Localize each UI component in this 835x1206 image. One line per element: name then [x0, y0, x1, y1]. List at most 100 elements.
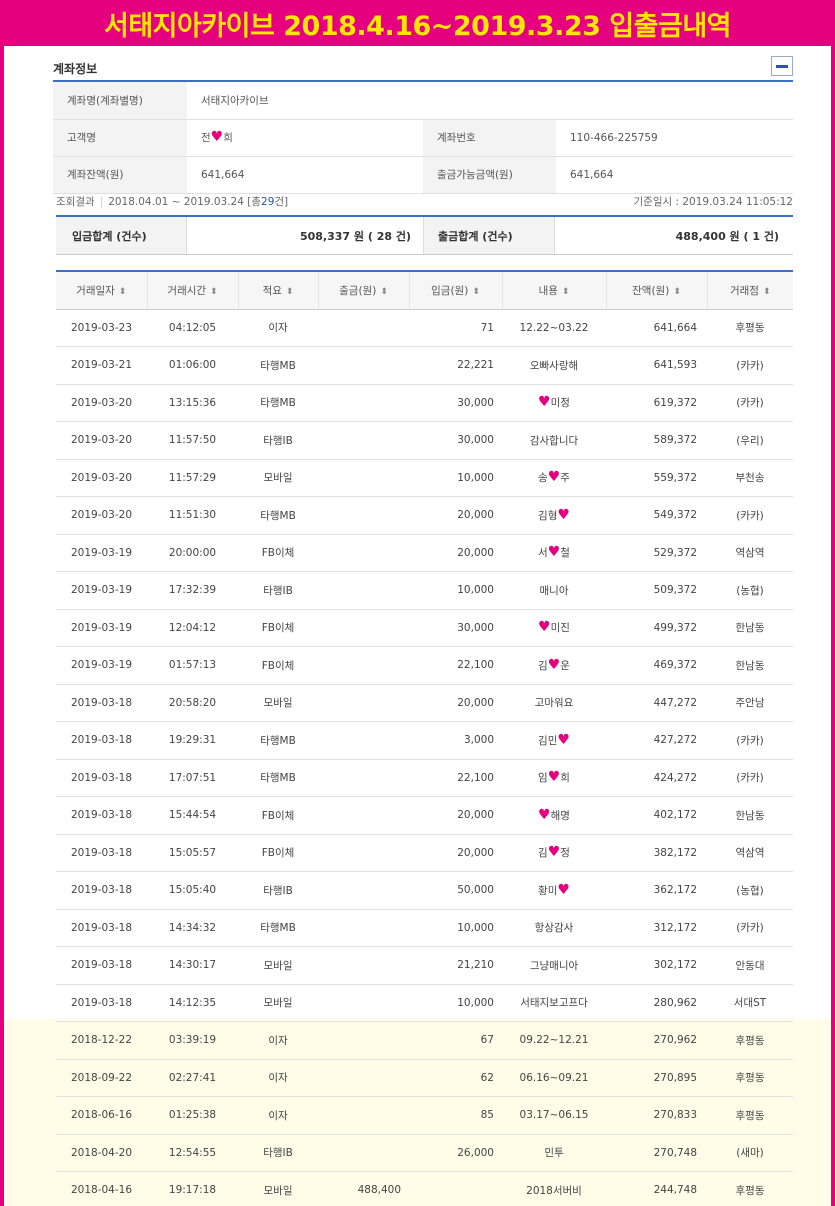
column-header-content[interactable]: 내용 ⬍: [502, 271, 607, 310]
cell-withdrawal: [318, 384, 409, 422]
column-header-withdrawal[interactable]: 출금(원) ⬍: [318, 271, 410, 310]
totals-bar: 입금합계 (건수) 508,337 원 ( 28 건) 출금합계 (건수) 48…: [56, 215, 793, 255]
cell-content: 09.22~12.21: [502, 1021, 606, 1060]
column-header-branch[interactable]: 거래점 ⬍: [707, 271, 793, 310]
deposit-total-label: 입금합계 (건수): [56, 217, 187, 254]
cell-time: 14:12:35: [147, 984, 238, 1022]
table-row: 2018-09-22 02:27:41 이자 62 06.16~09.21 270,895…: [56, 1059, 793, 1097]
sort-arrows-icon[interactable]: ⬍: [673, 286, 681, 297]
account-number: 110-466-225759: [556, 119, 793, 157]
cell-date: 2019-03-19: [56, 571, 147, 610]
collapse-button[interactable]: [771, 56, 793, 76]
cell-date: 2019-03-20: [56, 459, 147, 497]
heart-icon: ♥: [557, 506, 570, 523]
cell-content: 고마워요: [502, 684, 606, 722]
column-header-deposit[interactable]: 입금(원) ⬍: [409, 271, 503, 310]
cell-memo: FB이체: [238, 534, 318, 572]
sort-arrows-icon[interactable]: ⬍: [210, 286, 218, 297]
cell-date: 2019-03-18: [56, 871, 147, 910]
sort-arrows-icon[interactable]: ⬍: [118, 286, 127, 297]
cell-time: 17:07:51: [147, 759, 238, 797]
cell-deposit: 30,000: [409, 609, 502, 647]
cell-time: 03:39:19: [147, 1021, 238, 1060]
cell-withdrawal: [318, 1096, 409, 1135]
sort-arrows-icon[interactable]: ⬍: [561, 286, 570, 297]
column-header-label: 내용: [538, 284, 558, 297]
cell-date: 2019-03-19: [56, 534, 147, 572]
table-row: 2019-03-19 01:57:13 FB이체 22,100 김♥운 469,372 한남…: [56, 646, 793, 685]
section-title: 계좌정보: [53, 62, 98, 76]
cell-date: 2019-03-18: [56, 834, 147, 872]
cell-date: 2019-03-20: [56, 421, 147, 460]
base-time-label: 기준일시 :: [633, 196, 680, 208]
cell-date: 2019-03-21: [56, 346, 147, 385]
cell-time: 11:57:29: [147, 459, 238, 497]
cell-deposit: 67: [409, 1021, 502, 1060]
cell-memo: 타행MB: [238, 759, 318, 797]
cell-time: 14:30:17: [147, 946, 238, 985]
sort-arrows-icon[interactable]: ⬍: [380, 286, 388, 297]
cell-withdrawal: [318, 909, 409, 947]
column-header-memo[interactable]: 적요 ⬍: [238, 271, 319, 310]
sort-arrows-icon[interactable]: ⬍: [285, 286, 294, 297]
cell-branch: (새마): [707, 1134, 793, 1172]
cell-deposit: [409, 1171, 502, 1206]
cell-date: 2019-03-18: [56, 721, 147, 760]
cell-date: 2019-03-18: [56, 909, 147, 947]
cell-memo: 이자: [238, 309, 318, 347]
heart-icon: ♥: [547, 469, 561, 486]
cell-time: 20:58:20: [147, 684, 238, 722]
table-row: 2019-03-23 04:12:05 이자 71 12.22~03.22 641,664…: [56, 309, 793, 347]
table-row: 2019-03-19 12:04:12 FB이체 30,000 ♥미진 499,372 한남…: [56, 609, 793, 647]
cell-deposit: 50,000: [409, 871, 502, 910]
query-label: 조회결과: [56, 196, 95, 208]
table-header-row: 거래일자 ⬍ 거래시간 ⬍ 적요 ⬍ 출금(원) ⬍ 입금(원) ⬍ 내용 ⬍ 잔액(원) ⬍ 거래점 ⬍: [56, 271, 793, 310]
cell-branch: 한남동: [707, 646, 793, 685]
available-amount: 641,664: [556, 156, 793, 194]
cell-balance: 362,172: [606, 871, 707, 910]
cell-deposit: 22,221: [409, 346, 502, 385]
cell-branch: 역삼역: [707, 834, 793, 872]
cell-balance: 270,962: [606, 1021, 707, 1060]
cell-time: 11:57:50: [147, 421, 238, 460]
cell-memo: 타행MB: [238, 909, 318, 947]
cell-balance: 589,372: [606, 421, 707, 460]
column-header-date[interactable]: 거래일자 ⬍: [56, 271, 148, 310]
cell-memo: 모바일: [238, 459, 318, 497]
cell-content: 03.17~06.15: [502, 1096, 606, 1135]
heart-icon: ♥: [538, 806, 551, 823]
table-row: 2019-03-18 14:34:32 타행MB 10,000 항상감사 312,172(…: [56, 909, 793, 947]
sort-arrows-icon[interactable]: ⬍: [762, 286, 771, 297]
cell-memo: 모바일: [238, 684, 318, 722]
cell-date: 2019-03-20: [56, 384, 147, 422]
cell-date: 2018-04-16: [56, 1171, 147, 1206]
column-header-balance[interactable]: 잔액(원) ⬍: [606, 271, 708, 310]
heart-icon: ♥: [538, 619, 551, 636]
cell-withdrawal: [318, 684, 409, 722]
cell-balance: 559,372: [606, 459, 707, 497]
cell-branch: 역삼역: [707, 534, 793, 572]
query-result-bar: 조회결과 | 2018.04.01 ~ 2019.03.24 [총29건] 기준일시…: [56, 194, 793, 210]
cell-date: 2019-03-19: [56, 646, 147, 685]
cell-withdrawal: [318, 796, 409, 835]
heart-icon: ♥: [547, 844, 561, 861]
base-time: 기준일시 : 2019.03.24 11:05:12: [634, 194, 793, 209]
cell-date: 2019-03-19: [56, 609, 147, 647]
sort-arrows-icon[interactable]: ⬍: [472, 286, 480, 297]
table-row: 2019-03-20 13:15:36 타행MB 30,000 ♥미정 619,372 (카…: [56, 384, 793, 422]
banner: 서태지아카이브 2018.4.16~2019.3.23 입출금내역: [0, 0, 835, 46]
cell-memo: FB이체: [238, 609, 318, 647]
cell-content: 2018서버비: [502, 1171, 606, 1206]
table-row: 2019-03-20 11:57:29 모바일 10,000 송♥주 559,372 부천송: [56, 459, 793, 497]
cell-content: 김형♥: [502, 496, 606, 535]
cell-content: ♥해명: [502, 796, 606, 835]
cell-branch: 한남동: [707, 609, 793, 647]
cell-balance: 270,833: [606, 1096, 707, 1135]
cell-time: 15:44:54: [147, 796, 238, 835]
cell-date: 2019-03-18: [56, 796, 147, 835]
cell-content: 그냥매니아: [502, 946, 606, 985]
cell-balance: 427,272: [606, 721, 707, 760]
banner-title: 서태지아카이브 2018.4.16~2019.3.23 입출금내역: [103, 10, 732, 42]
column-header-time[interactable]: 거래시간 ⬍: [147, 271, 239, 310]
cell-memo: 이자: [238, 1021, 318, 1060]
